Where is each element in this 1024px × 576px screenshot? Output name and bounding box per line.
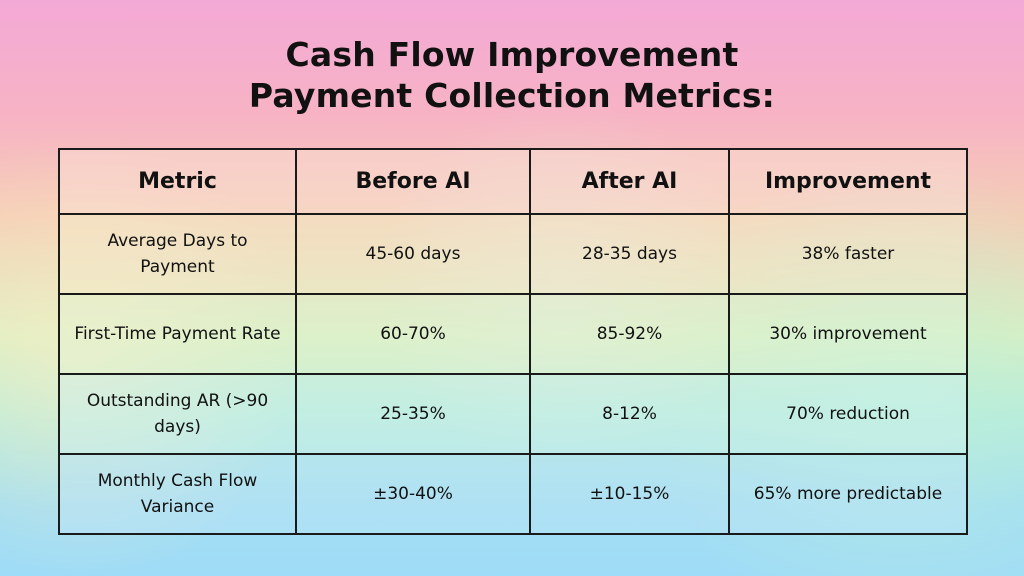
metric-cell: Average Days to Payment <box>58 213 297 295</box>
before-ai-cell: 60-70% <box>295 293 531 375</box>
metric-cell: Outstanding AR (>90 days) <box>58 373 297 455</box>
before-ai-cell: 45-60 days <box>295 213 531 295</box>
header-metric: Metric <box>58 148 297 215</box>
header-before-ai: Before AI <box>295 148 531 215</box>
header-improvement: Improvement <box>728 148 968 215</box>
improvement-cell: 38% faster <box>728 213 968 295</box>
improvement-cell: 70% reduction <box>728 373 968 455</box>
after-ai-cell: 28-35 days <box>529 213 730 295</box>
title-line-2: Payment Collection Metrics: <box>248 76 776 115</box>
table-row: Average Days to Payment 45-60 days 28-35… <box>58 213 968 295</box>
improvement-cell: 30% improvement <box>728 293 968 375</box>
after-ai-cell: 8-12% <box>529 373 730 455</box>
title-line-1: Cash Flow Improvement <box>285 35 739 74</box>
header-after-ai: After AI <box>529 148 730 215</box>
metrics-table: Metric Before AI After AI Improvement Av… <box>58 148 968 535</box>
page-title: Cash Flow Improvement Payment Collection… <box>0 34 1024 116</box>
table-row: First-Time Payment Rate 60-70% 85-92% 30… <box>58 293 968 375</box>
table-row: Outstanding AR (>90 days) 25-35% 8-12% 7… <box>58 373 968 455</box>
table-header-row: Metric Before AI After AI Improvement <box>58 148 968 215</box>
metric-cell: Monthly Cash Flow Variance <box>58 453 297 535</box>
before-ai-cell: 25-35% <box>295 373 531 455</box>
improvement-cell: 65% more predictable <box>728 453 968 535</box>
before-ai-cell: ±30-40% <box>295 453 531 535</box>
metric-cell: First-Time Payment Rate <box>58 293 297 375</box>
after-ai-cell: ±10-15% <box>529 453 730 535</box>
table-row: Monthly Cash Flow Variance ±30-40% ±10-1… <box>58 453 968 535</box>
after-ai-cell: 85-92% <box>529 293 730 375</box>
